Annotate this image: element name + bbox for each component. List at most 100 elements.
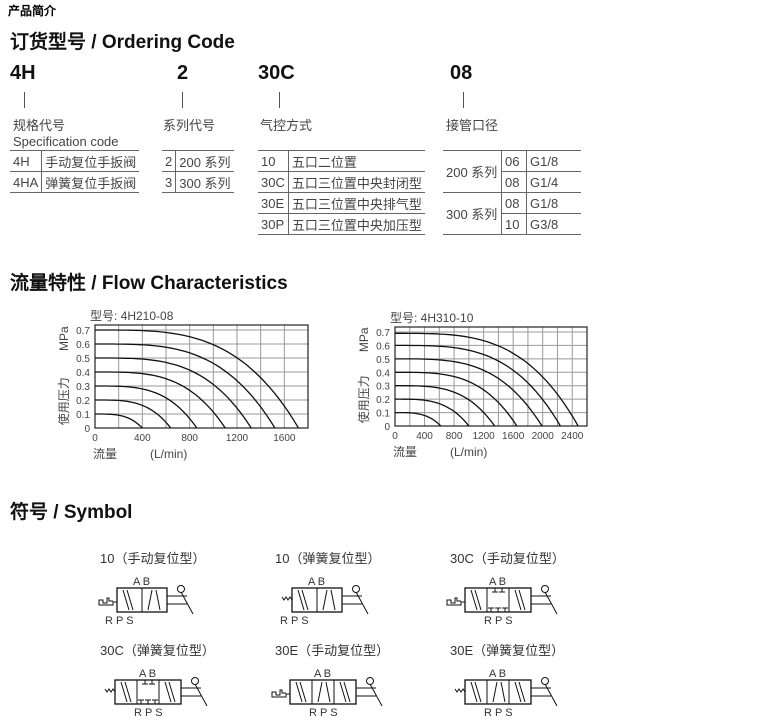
table-row: 30E 五口三位置中央排气型 <box>258 192 425 214</box>
flow-curve <box>395 332 579 427</box>
port-label-bottom: R P S <box>309 707 338 719</box>
flow-curve <box>395 385 496 427</box>
divider <box>24 92 25 108</box>
lever-knob-icon <box>541 677 549 685</box>
lever-knob-icon <box>366 677 374 685</box>
hand-lever-icon <box>531 591 558 615</box>
hand-lever-icon <box>356 683 383 707</box>
y-tick-label: 0.2 <box>76 396 90 407</box>
table-row: 30C 五口三位置中央封闭型 <box>258 171 425 193</box>
spec-table: 4H 手动复位手扳阀 4HA 弹簧复位手扳阀 <box>10 150 140 193</box>
y-tick-label: 0.2 <box>376 395 390 406</box>
y-tick-label: 0.6 <box>376 341 390 352</box>
lever-knob-icon <box>177 585 185 593</box>
flow-title: 流量特性 / Flow Characteristics <box>10 273 288 294</box>
flow-curve <box>395 398 470 427</box>
table-row: 200 系列 06 G1/8 <box>443 150 581 193</box>
flow-arrow-icon <box>120 681 132 703</box>
x-tick-label: 800 <box>446 431 463 442</box>
port-label-top: A B <box>489 576 506 588</box>
y-tick-label: 0.4 <box>376 368 390 379</box>
hand-lever-icon <box>167 591 194 615</box>
y-tick-label: 0.3 <box>76 382 90 393</box>
table-row: 10 五口二位置 <box>258 150 425 172</box>
code-port: 08 <box>450 62 473 84</box>
flow-curve <box>395 358 543 427</box>
flow-chart-4h210: 型号: 4H210-08 0 0.1 0.2 0.3 0.4 0.5 0.6 0.7 0 400 80… <box>56 309 309 461</box>
symbol-title: 30C（手动复位型） <box>450 551 565 566</box>
port-label-top: A B <box>139 668 156 680</box>
table-row: 30P 五口三位置中央加压型 <box>258 213 425 235</box>
chart-title: 型号: 4H210-08 <box>90 309 174 323</box>
series-table: 2 200 系列 3 300 系列 <box>162 150 234 193</box>
spring-icon <box>281 596 293 601</box>
x-tick-label: 1200 <box>226 433 249 444</box>
chart-title: 型号: 4H310-10 <box>390 311 474 325</box>
plot-frame <box>94 324 309 429</box>
y-tick-label: 0.7 <box>76 326 90 337</box>
lever-knob-icon <box>541 585 549 593</box>
x-axis-label: 流量 <box>393 445 417 459</box>
blocked-port-icon <box>138 680 158 704</box>
divider <box>182 92 183 108</box>
y-tick-label: 0.4 <box>76 368 90 379</box>
y-axis-unit: MPa <box>57 326 71 351</box>
y-tick-label: 0.3 <box>376 382 390 393</box>
flow-arrow-icon <box>470 681 482 703</box>
y-axis-unit: MPa <box>357 327 371 352</box>
hand-lever-icon <box>342 591 369 615</box>
table-row: 08 G1/4 <box>443 171 581 193</box>
port-label-bottom: R P S <box>484 707 513 719</box>
hand-lever-icon <box>531 683 558 707</box>
x-tick-label: 400 <box>134 433 151 444</box>
port-label-bottom: R P S <box>484 615 513 627</box>
y-axis-label: 使用压力 <box>56 377 71 425</box>
ordering-code-title: 订货型号 / Ordering Code <box>10 32 235 53</box>
flow-arrow-icon <box>297 589 309 611</box>
code-spec: 4H <box>10 62 36 84</box>
control-label: 气控方式 <box>260 118 313 133</box>
x-tick-label: 0 <box>92 433 98 444</box>
port-table: 200 系列 06 G1/8 08 G1/4 300 系列 08 G1/8 10 G3/8 <box>443 150 581 235</box>
code-control: 30C <box>258 62 295 84</box>
port-label-top: A B <box>314 668 331 680</box>
flow-curve <box>95 399 172 429</box>
y-tick-label: 0.5 <box>76 354 90 365</box>
page-header: 产品简介 <box>8 4 57 18</box>
x-tick-label: 1600 <box>502 431 525 442</box>
flow-curve <box>395 411 442 427</box>
flow-curve <box>95 413 143 429</box>
divider <box>279 92 280 108</box>
x-axis-label: 流量 <box>93 447 117 461</box>
port-label-bottom: R P S <box>134 707 163 719</box>
y-tick-label: 0 <box>84 424 90 435</box>
flow-arrow-icon <box>147 589 161 611</box>
x-tick-label: 1200 <box>472 431 495 442</box>
symbol-title: 10（手动复位型） <box>100 551 206 566</box>
y-tick-label: 0.1 <box>376 409 390 420</box>
code-series: 2 <box>177 62 189 84</box>
flow-arrow-icon <box>470 589 482 611</box>
flow-arrow-icon <box>122 589 134 611</box>
x-tick-label: 2000 <box>532 431 555 442</box>
flow-arrow-icon <box>514 589 526 611</box>
y-tick-label: 0.1 <box>76 410 90 421</box>
flow-arrow-icon <box>322 589 336 611</box>
flow-arrow-icon <box>514 681 526 703</box>
y-tick-label: 0.5 <box>376 355 390 366</box>
port-label-top: A B <box>489 668 506 680</box>
flow-arrow-icon <box>492 681 506 703</box>
port-label: 接管口径 <box>446 118 499 133</box>
push-button-icon <box>446 597 465 606</box>
valve-symbol: A B R P S <box>280 576 369 627</box>
lever-knob-icon <box>191 677 199 685</box>
table-row: 3 300 系列 <box>162 171 234 193</box>
y-tick-label: 0.7 <box>376 328 390 339</box>
x-tick-label: 2400 <box>561 431 584 442</box>
x-tick-label: 1600 <box>273 433 296 444</box>
x-tick-label: 0 <box>392 431 398 442</box>
x-axis-unit: (L/min) <box>150 447 187 461</box>
table-row: 2 200 系列 <box>162 150 234 172</box>
lever-knob-icon <box>352 585 360 593</box>
